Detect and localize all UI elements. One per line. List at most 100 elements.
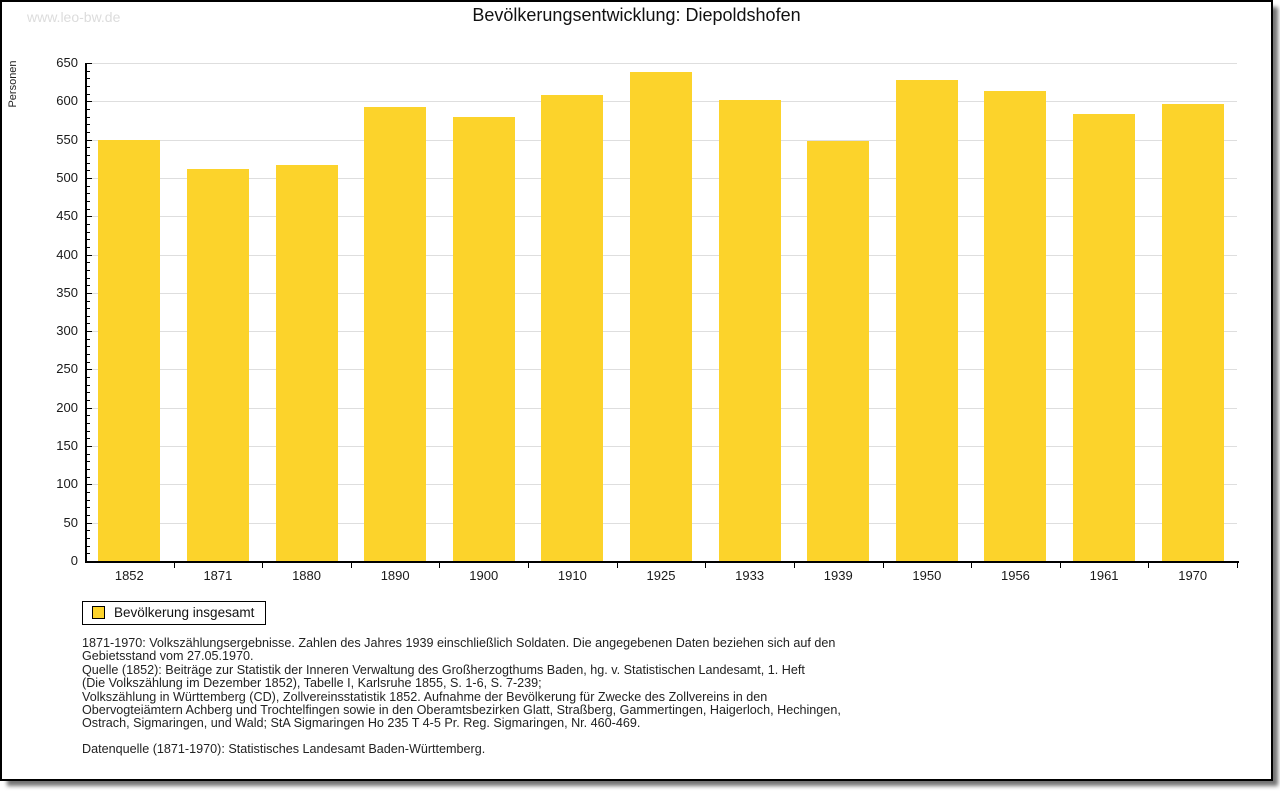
y-tick [87, 438, 90, 440]
x-axis-line [85, 561, 1239, 563]
x-tick-label: 1961 [1089, 568, 1119, 583]
y-tick [87, 377, 90, 379]
y-tick [87, 124, 90, 126]
x-tick-label: 1950 [912, 568, 942, 583]
footnote-line: Volkszählung in Württemberg (CD), Zollve… [82, 689, 768, 704]
x-tick [173, 563, 175, 568]
y-tick [87, 63, 92, 64]
footnote-line: 1871-1970: Volkszählungsergebnisse. Zahl… [82, 636, 836, 650]
y-tick [87, 254, 92, 256]
datasource-line: Datenquelle (1871-1970): Statistisches L… [82, 742, 486, 756]
y-tick [87, 446, 92, 448]
y-tick [87, 515, 90, 517]
legend-label: Bevölkerung insgesamt [114, 605, 255, 620]
y-tick [87, 269, 90, 271]
y-tick [87, 400, 90, 402]
footnote-line: Gebietsstand vom 27.05.1970. [82, 649, 254, 664]
x-tick [616, 563, 618, 568]
y-tick [87, 308, 90, 310]
y-tick [87, 338, 90, 340]
y-tick-label: 450 [56, 208, 78, 224]
y-tick-label: 550 [56, 131, 78, 147]
y-tick [87, 499, 90, 501]
y-tick [87, 415, 90, 417]
x-tick [971, 563, 973, 568]
x-tick [1148, 563, 1150, 568]
y-tick-label: 0 [70, 553, 78, 568]
x-tick-label: 1910 [557, 568, 587, 583]
footnote-line: Ostrach, Sigmaringen, und Wald; StA Sigm… [82, 716, 641, 731]
plot-area [2, 2, 1271, 779]
y-tick-label: 300 [56, 323, 78, 339]
y-tick [87, 530, 90, 532]
y-tick [87, 323, 90, 325]
y-tick-label: 200 [56, 399, 78, 415]
y-tick [87, 469, 90, 471]
x-tick [882, 563, 884, 568]
y-tick [87, 300, 90, 302]
bar-1939 [807, 141, 870, 561]
y-tick [87, 162, 90, 164]
gridline [85, 63, 1237, 64]
y-tick [87, 193, 90, 195]
y-tick [87, 331, 92, 333]
y-tick [87, 361, 90, 363]
x-tick-label: 1933 [735, 568, 765, 583]
y-tick-label: 650 [56, 55, 78, 70]
y-tick [87, 139, 92, 141]
y-tick [87, 384, 90, 386]
bar-1933 [718, 99, 781, 561]
bar-1910 [541, 95, 604, 561]
bar-1890 [364, 107, 427, 561]
bar-1961 [1073, 114, 1136, 561]
y-tick-label: 500 [56, 169, 78, 185]
y-tick-label: 150 [56, 438, 78, 454]
y-tick [87, 277, 90, 279]
x-tick-label: 1956 [1000, 568, 1030, 583]
footnotes: 1871-1970: Volkszählungsergebnisse. Zahl… [82, 636, 1222, 731]
x-tick-label: 1890 [380, 568, 410, 583]
y-tick [87, 200, 90, 202]
y-tick [87, 131, 90, 133]
footnote-line: Obervogteiämtern Achberg und Trochtelfin… [82, 703, 841, 718]
y-tick [87, 101, 92, 103]
bar-1880 [275, 164, 338, 561]
y-tick [87, 561, 92, 562]
y-tick [87, 430, 90, 432]
y-tick [87, 154, 90, 156]
bar-1900 [452, 117, 515, 561]
y-tick [87, 231, 90, 233]
x-tick-label: 1925 [646, 568, 676, 583]
y-axis-line [85, 63, 87, 563]
y-tick [87, 461, 90, 463]
x-tick-label: 1880 [292, 568, 321, 583]
y-tick [87, 216, 92, 218]
y-tick [87, 108, 90, 110]
x-tick-label: 1970 [1178, 568, 1208, 583]
y-tick [87, 177, 92, 179]
y-tick [87, 262, 90, 264]
y-tick [87, 484, 92, 486]
y-tick [87, 315, 90, 317]
bar-1970 [1161, 104, 1224, 561]
y-tick [87, 147, 90, 149]
x-tick [705, 563, 707, 568]
y-tick-label: 400 [56, 246, 78, 262]
axis-labels: 0 50 100 150 200 250 300 350 400 450 500 550 600 650 1… [2, 2, 1271, 779]
legend-swatch-icon [92, 606, 105, 619]
y-tick [87, 423, 90, 425]
y-tick [87, 116, 90, 118]
x-tick [262, 563, 264, 568]
x-tick [793, 563, 795, 568]
x-tick [439, 563, 441, 568]
y-tick [87, 392, 90, 394]
y-tick [87, 246, 90, 248]
x-tick [1059, 563, 1061, 568]
x-tick [350, 563, 352, 568]
y-tick-label: 350 [56, 284, 78, 300]
y-tick [87, 369, 92, 371]
x-tick-label: 1900 [469, 568, 499, 583]
x-tick [1237, 563, 1238, 568]
watermark: www.leo-bw.de [27, 9, 121, 25]
